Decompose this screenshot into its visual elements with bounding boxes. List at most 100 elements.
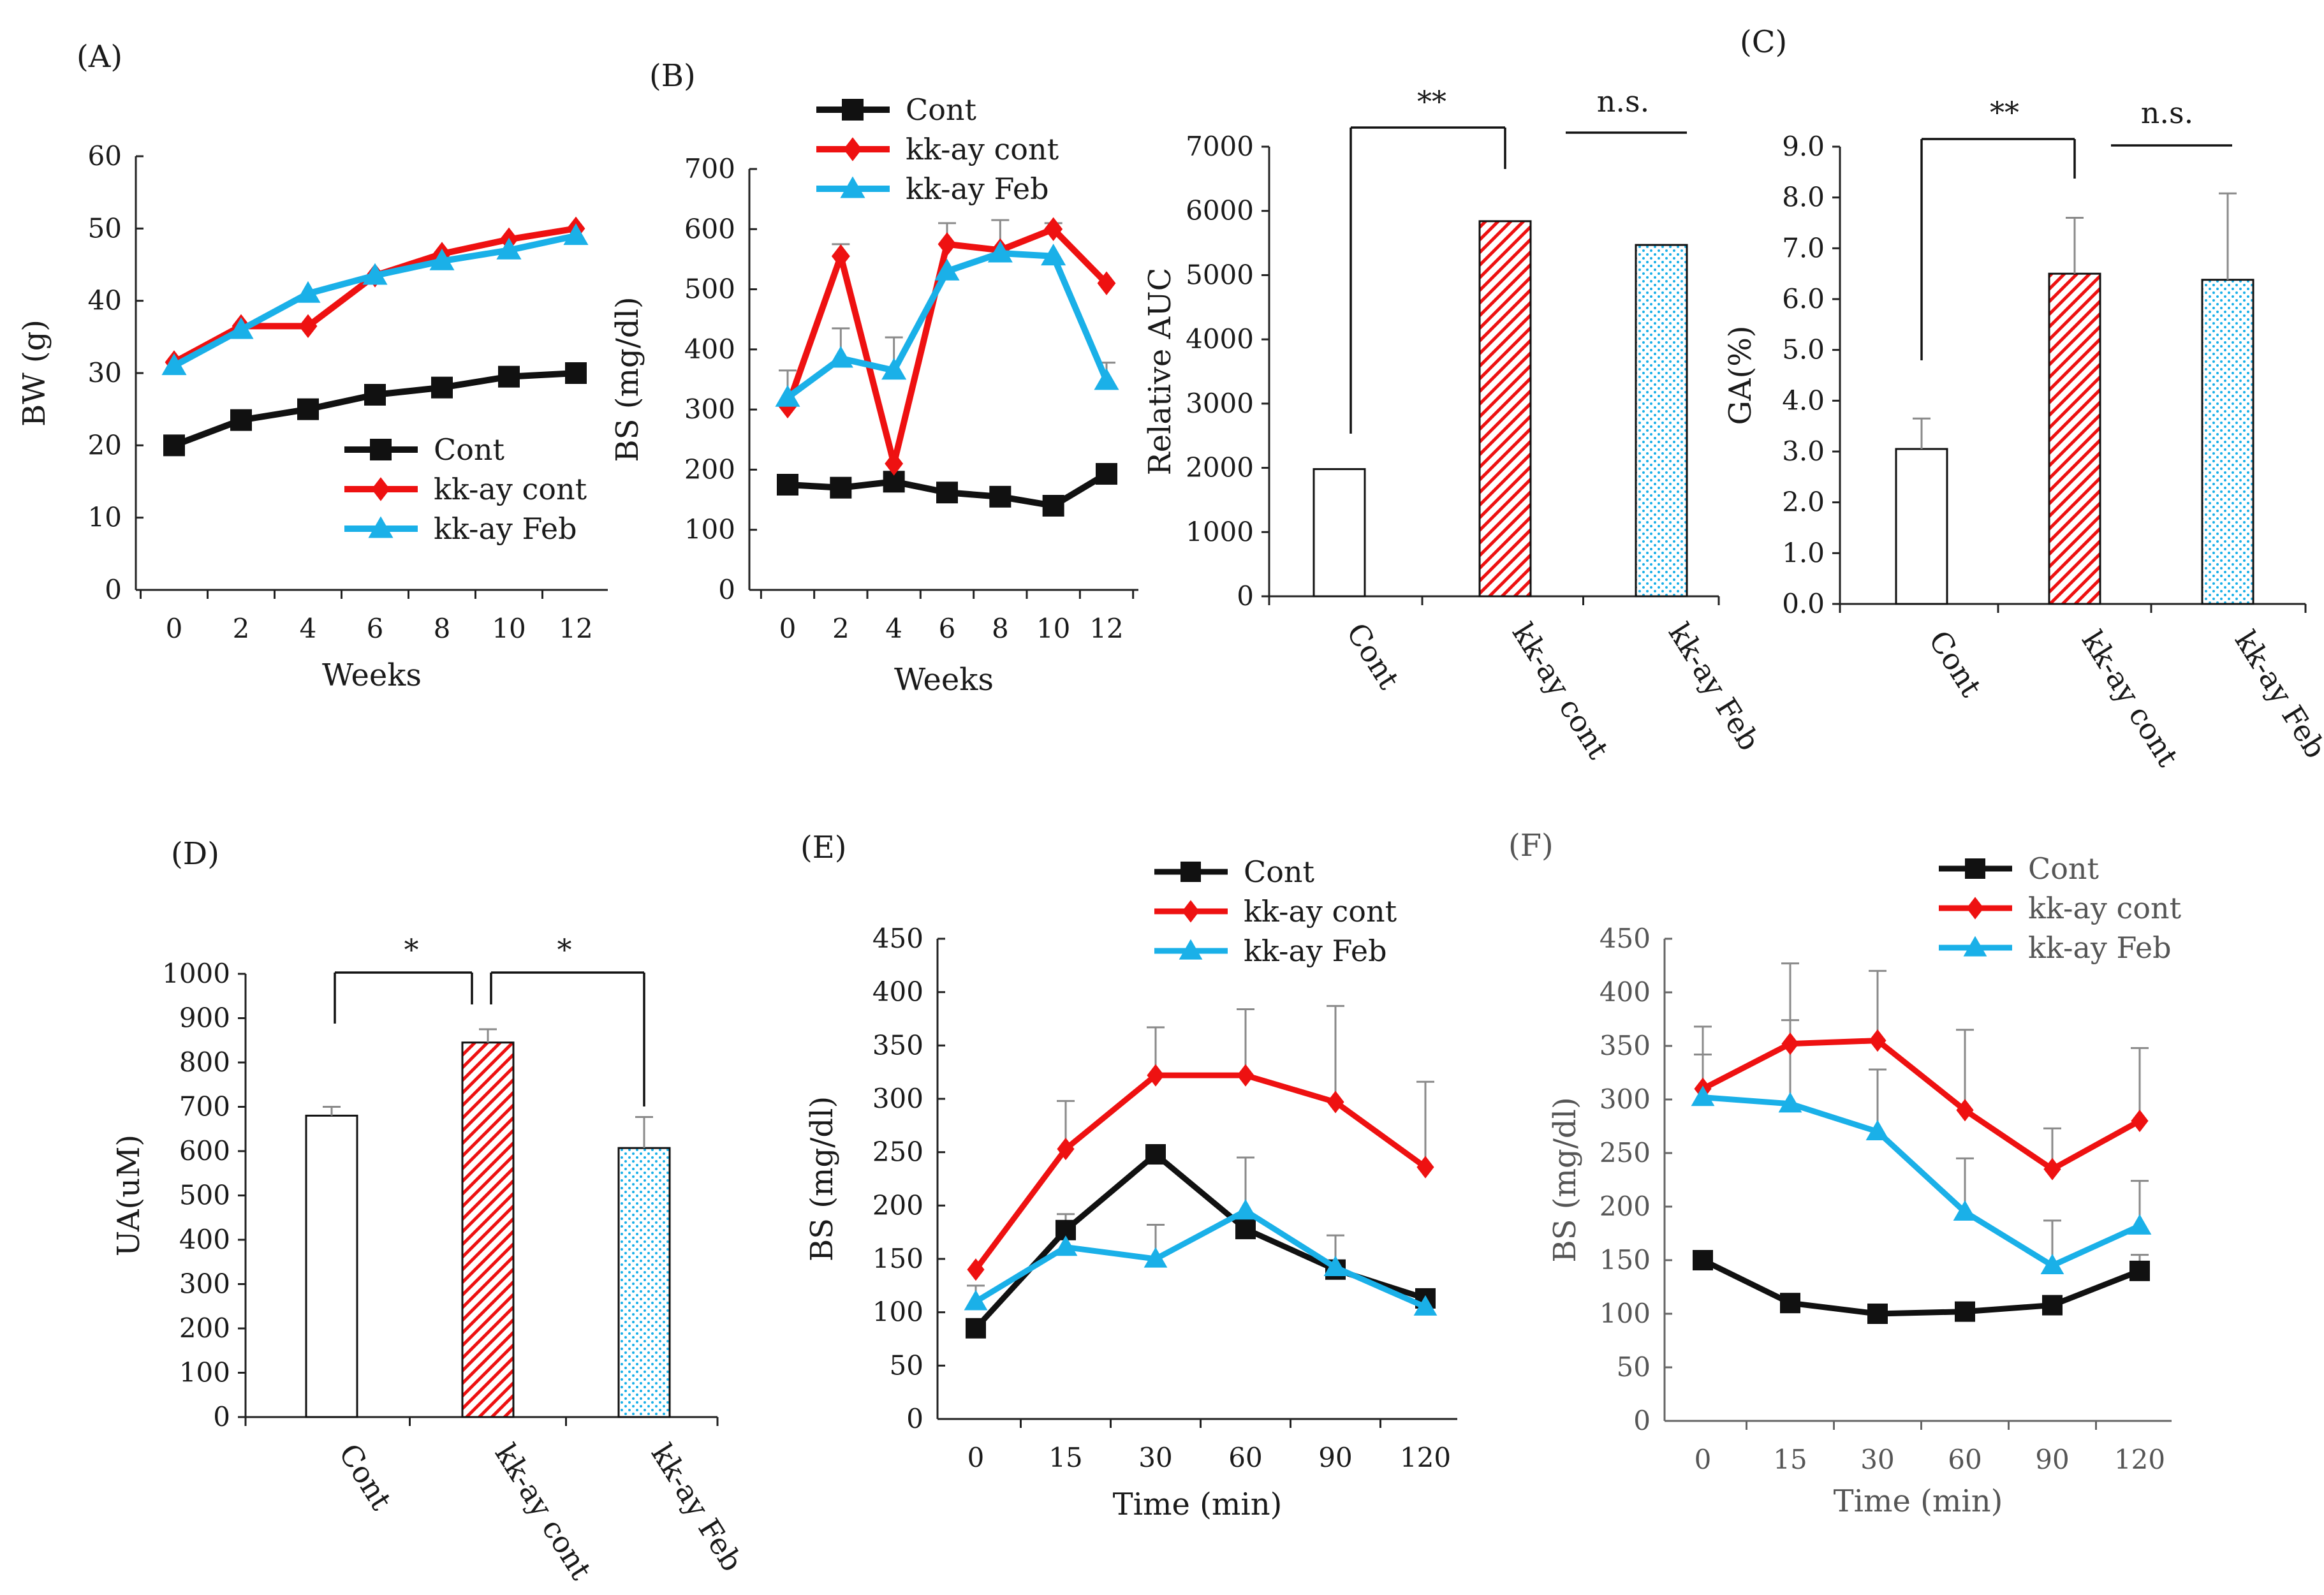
marker-cont <box>1096 463 1117 485</box>
x-tick-label: 0 <box>166 613 183 644</box>
y-tick-label: 1.0 <box>1782 537 1825 568</box>
panel-A: 0 10 20 30 40 50 60 0 2 4 6 8 10 12 Weeks BW (g) (A) Cont… <box>17 39 608 693</box>
category-label: kk-ay Feb <box>1662 617 1767 756</box>
y-tick-label: 900 <box>179 1003 230 1034</box>
category-label: kk-ay cont <box>2075 624 2186 773</box>
series-line-kkay-cont <box>973 1072 1427 1272</box>
panel-B: 0 100 200 300 400 500 600 700 0 2 4 6 8 10 12 Weeks BS (… <box>610 58 1138 698</box>
y-axis-label: BS (mg/dl) <box>1547 1097 1583 1262</box>
legend-label-kkay-cont: kk-ay cont <box>1244 894 1397 929</box>
x-tick-label: 90 <box>1318 1442 1352 1473</box>
y-axis-label: BS (mg/dl) <box>804 1096 840 1261</box>
bar-cont <box>1895 448 1948 605</box>
panel-B-AUC: 0 1000 2000 3000 4000 5000 6000 7000 Relative AU… <box>1142 84 1767 765</box>
series-line-cont <box>1702 1257 2141 1317</box>
y-tick-label: 3000 <box>1186 388 1254 419</box>
marker-kkay-feb <box>2128 1214 2152 1235</box>
legend-label-kkay-feb: kk-ay Feb <box>434 511 577 546</box>
marker-kkay-cont <box>1956 1099 1974 1122</box>
bar-kkay-cont <box>1478 220 1532 598</box>
y-tick-label: 300 <box>872 1083 923 1114</box>
marker-legend-cont <box>842 99 864 121</box>
y-tick-label: 30 <box>88 357 122 388</box>
marker-kkay-feb <box>1144 1247 1168 1268</box>
marker-kkay-feb <box>1953 1200 1977 1221</box>
y-tick-label: 400 <box>1600 976 1651 1008</box>
x-axis-label: Time (min) <box>1113 1487 1283 1522</box>
x-tick-label: 90 <box>2035 1444 2069 1475</box>
y-tick-label: 6000 <box>1186 195 1254 226</box>
marker-cont <box>830 476 852 499</box>
y-tick-label: 450 <box>872 923 923 954</box>
y-tick-label: 6.0 <box>1782 283 1825 314</box>
y-tick-label: 600 <box>684 213 735 244</box>
x-tick-label: 2 <box>233 613 250 644</box>
marker-kkay-feb <box>828 346 853 368</box>
x-axis-label: Time (min) <box>1834 1483 2003 1519</box>
y-axis-label: Relative AUC <box>1142 268 1178 476</box>
x-axis-label: Weeks <box>894 662 994 698</box>
marker-legend-kkay-cont <box>371 477 390 501</box>
legend-label-cont: Cont <box>906 92 977 127</box>
category-label: Cont <box>1922 624 1989 703</box>
y-tick-label: 400 <box>179 1224 230 1255</box>
x-tick-label: 60 <box>1228 1442 1262 1473</box>
y-tick-label: 5000 <box>1186 259 1254 290</box>
category-label: Cont <box>332 1437 399 1516</box>
marker-legend-cont <box>1180 862 1201 882</box>
y-tick-label: 2.0 <box>1782 487 1825 518</box>
y-tick-label: 0 <box>1237 580 1254 612</box>
marker-cont <box>230 409 252 431</box>
marker-kkay-feb <box>1865 1120 1890 1140</box>
y-tick-label: 250 <box>1600 1137 1651 1168</box>
y-tick-label: 200 <box>872 1189 923 1221</box>
marker-kkay-cont <box>885 452 904 476</box>
legend-label-kkay-cont: kk-ay cont <box>434 472 587 506</box>
x-axis-label: Weeks <box>322 658 422 693</box>
marker-kkay-cont <box>967 1258 985 1281</box>
category-label: kk-ay Feb <box>645 1437 750 1577</box>
bar-kkay-feb <box>1635 244 1688 598</box>
y-tick-label: 7.0 <box>1782 232 1825 263</box>
y-tick-label: 200 <box>684 453 735 485</box>
marker-kkay-feb <box>161 353 187 376</box>
marker-cont <box>989 485 1011 508</box>
y-tick-label: 1000 <box>162 958 230 989</box>
marker-kkay-cont <box>298 314 318 339</box>
bar-kkay-cont <box>2048 272 2101 605</box>
y-tick-label: 500 <box>179 1180 230 1211</box>
y-tick-label: 4000 <box>1186 323 1254 355</box>
y-tick-label: 700 <box>179 1091 230 1122</box>
legend-label-kkay-feb: kk-ay Feb <box>1244 934 1387 968</box>
series-line-kkay-cont <box>1701 1038 2142 1172</box>
marker-kkay-cont <box>1416 1156 1434 1179</box>
marker-kkay-cont <box>1097 271 1116 295</box>
y-tick-label: 0 <box>105 574 122 605</box>
marker-cont <box>2129 1260 2150 1281</box>
marker-legend-kkay-feb <box>840 176 865 198</box>
panel-D: 0 100 200 300 400 500 600 700 800 900 1000 UA(uM) (D… <box>111 836 749 1586</box>
marker-kkay-cont <box>1869 1029 1886 1052</box>
marker-legend-cont <box>370 439 392 460</box>
marker-kkay-cont <box>2043 1158 2061 1180</box>
legend-label-kkay-cont: kk-ay cont <box>906 132 1059 166</box>
significance-label: * <box>404 932 419 967</box>
bar-kkay-feb <box>617 1147 671 1418</box>
marker-cont <box>936 481 958 504</box>
y-tick-label: 0 <box>213 1401 230 1432</box>
x-tick-label: 15 <box>1048 1442 1082 1473</box>
bar-kkay-feb <box>2201 279 2254 605</box>
y-tick-label: 50 <box>890 1349 923 1381</box>
y-tick-label: 200 <box>179 1312 230 1344</box>
marker-cont <box>777 474 798 496</box>
marker-kkay-feb <box>1323 1255 1348 1276</box>
y-tick-label: 450 <box>1600 923 1651 954</box>
legend-label-cont: Cont <box>434 432 505 467</box>
marker-kkay-feb <box>934 258 960 281</box>
legend-label-kkay-feb: kk-ay Feb <box>2028 930 2172 965</box>
series-line-kkay-feb <box>1702 1094 2141 1268</box>
y-tick-label: 400 <box>684 334 735 365</box>
marker-kkay-feb <box>2040 1254 2064 1274</box>
y-tick-label: 8.0 <box>1782 182 1825 213</box>
